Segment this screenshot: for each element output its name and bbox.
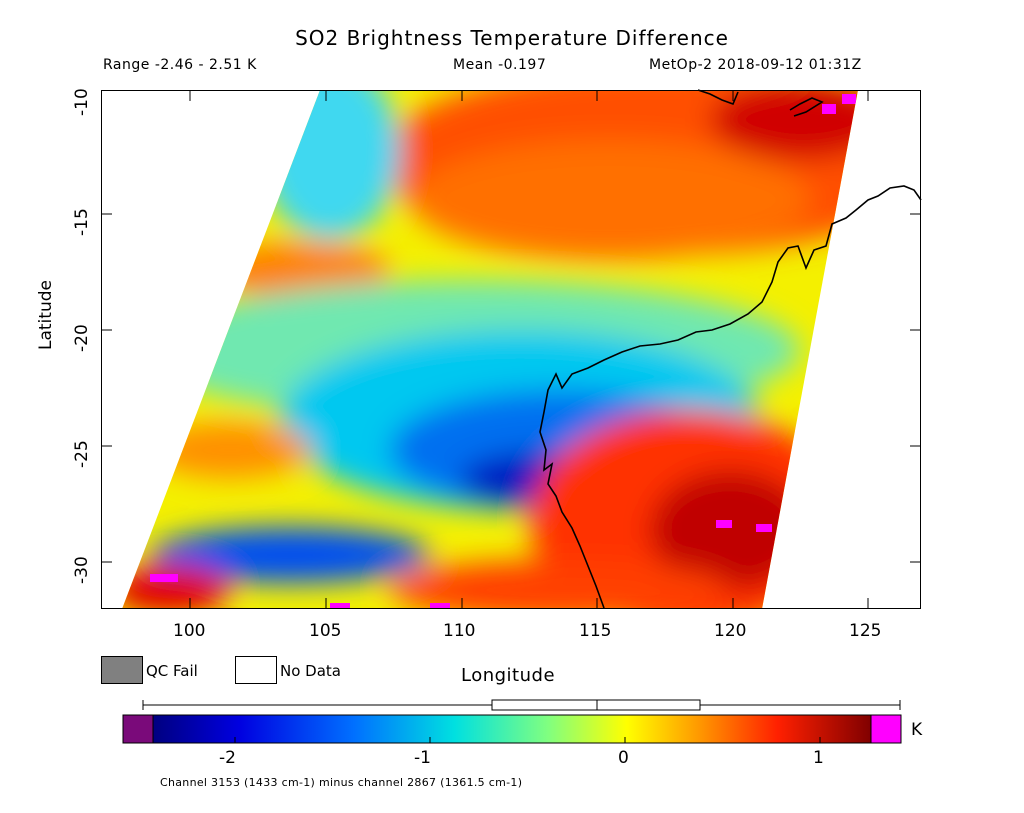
y-tick-label: -20	[72, 324, 92, 352]
distribution-boxplot	[142, 699, 901, 711]
x-axis-label: Longitude	[461, 665, 556, 686]
satellite-time-text: MetOp-2 2018-09-12 01:31Z	[649, 57, 862, 73]
colorbar-unit: K	[911, 720, 923, 740]
plot-frame	[101, 90, 921, 609]
x-tick-label: 110	[443, 621, 476, 641]
mean-text: Mean -0.197	[453, 57, 547, 73]
no-data-label: No Data	[280, 662, 341, 680]
x-tick-label: 100	[173, 621, 206, 641]
colorbar-tick-label: 1	[813, 748, 824, 768]
qc-fail-label: QC Fail	[146, 662, 198, 680]
x-tick-label: 125	[849, 621, 882, 641]
chart-title: SO2 Brightness Temperature Difference	[295, 26, 729, 50]
coastline	[539, 89, 922, 609]
y-axis-label: Latitude	[36, 280, 56, 350]
y-tick-label: -10	[72, 88, 92, 116]
y-tick-label: -30	[72, 556, 92, 584]
y-tick-label: -25	[72, 440, 92, 468]
colorbar-tick-label: 0	[618, 748, 629, 768]
range-text: Range -2.46 - 2.51 K	[103, 57, 257, 73]
frame-ticks	[101, 90, 921, 609]
x-tick-label: 115	[579, 621, 612, 641]
no-data-swatch	[235, 656, 277, 684]
colorbar-tick-label: -1	[414, 748, 431, 768]
x-tick-label: 120	[714, 621, 747, 641]
channel-footnote: Channel 3153 (1433 cm-1) minus channel 2…	[160, 776, 523, 789]
colorbar	[122, 714, 902, 744]
x-tick-label: 105	[309, 621, 342, 641]
colorbar-tick-label: -2	[219, 748, 236, 768]
y-tick-label: -15	[72, 208, 92, 236]
qc-fail-swatch	[101, 656, 143, 684]
